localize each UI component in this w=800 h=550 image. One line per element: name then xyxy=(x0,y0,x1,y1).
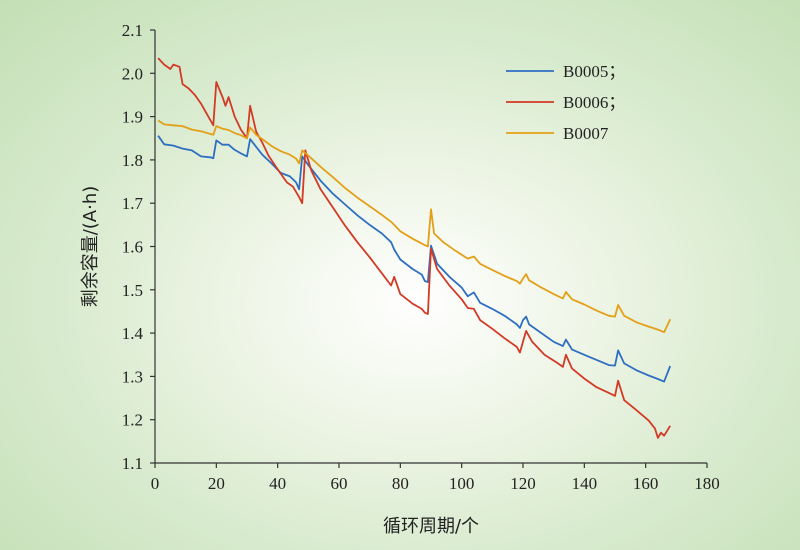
x-tick-label: 160 xyxy=(633,474,659,493)
series-line-2 xyxy=(157,57,671,439)
series-line-1 xyxy=(157,135,672,383)
y-tick-label: 2.1 xyxy=(122,21,143,40)
y-tick-label: 1.6 xyxy=(122,238,143,257)
y-tick-label: 1.9 xyxy=(122,108,143,127)
y-tick-label: 2.0 xyxy=(122,64,143,83)
y-tick-label: 1.3 xyxy=(122,367,143,386)
y-tick-label: 1.7 xyxy=(122,194,144,213)
y-tick-label: 1.8 xyxy=(122,151,143,170)
x-axis-title: 循环周期/个 xyxy=(383,516,479,537)
y-axis-title: 剩余容量/(A·h) xyxy=(80,186,101,308)
y-tick-label: 1.4 xyxy=(122,324,144,343)
x-tick-label: 180 xyxy=(694,474,720,493)
legend-label-1: B0005； xyxy=(563,62,625,81)
series-line-3 xyxy=(157,119,672,334)
x-tick-label: 80 xyxy=(392,474,409,493)
y-ticks: 1.1 1.2 1.3 1.4 1.5 1.6 1.7 1.8 1.9 2.0 2.1 xyxy=(122,21,155,473)
x-tick-label: 20 xyxy=(208,474,225,493)
x-tick-label: 140 xyxy=(572,474,598,493)
series-layer xyxy=(157,57,672,439)
x-ticks: 0 20 40 60 80 100 120 140 160 180 xyxy=(151,463,720,493)
y-tick-label: 1.1 xyxy=(122,454,143,473)
legend: B0005； B0006； B0007 xyxy=(506,62,625,143)
x-tick-label: 60 xyxy=(331,474,348,493)
y-tick-label: 1.5 xyxy=(122,281,143,300)
x-tick-label: 100 xyxy=(449,474,475,493)
legend-label-3: B0007 xyxy=(563,124,609,143)
x-tick-label: 40 xyxy=(269,474,286,493)
x-tick-label: 120 xyxy=(510,474,536,493)
y-tick-label: 1.2 xyxy=(122,411,143,430)
legend-label-2: B0006； xyxy=(563,93,625,112)
x-tick-label: 0 xyxy=(151,474,160,493)
